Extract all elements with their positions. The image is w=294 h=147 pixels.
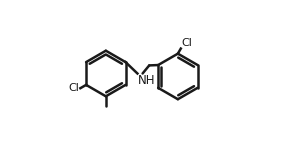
Text: Cl: Cl <box>69 83 80 93</box>
Text: Cl: Cl <box>181 38 192 48</box>
Text: NH: NH <box>138 74 155 87</box>
